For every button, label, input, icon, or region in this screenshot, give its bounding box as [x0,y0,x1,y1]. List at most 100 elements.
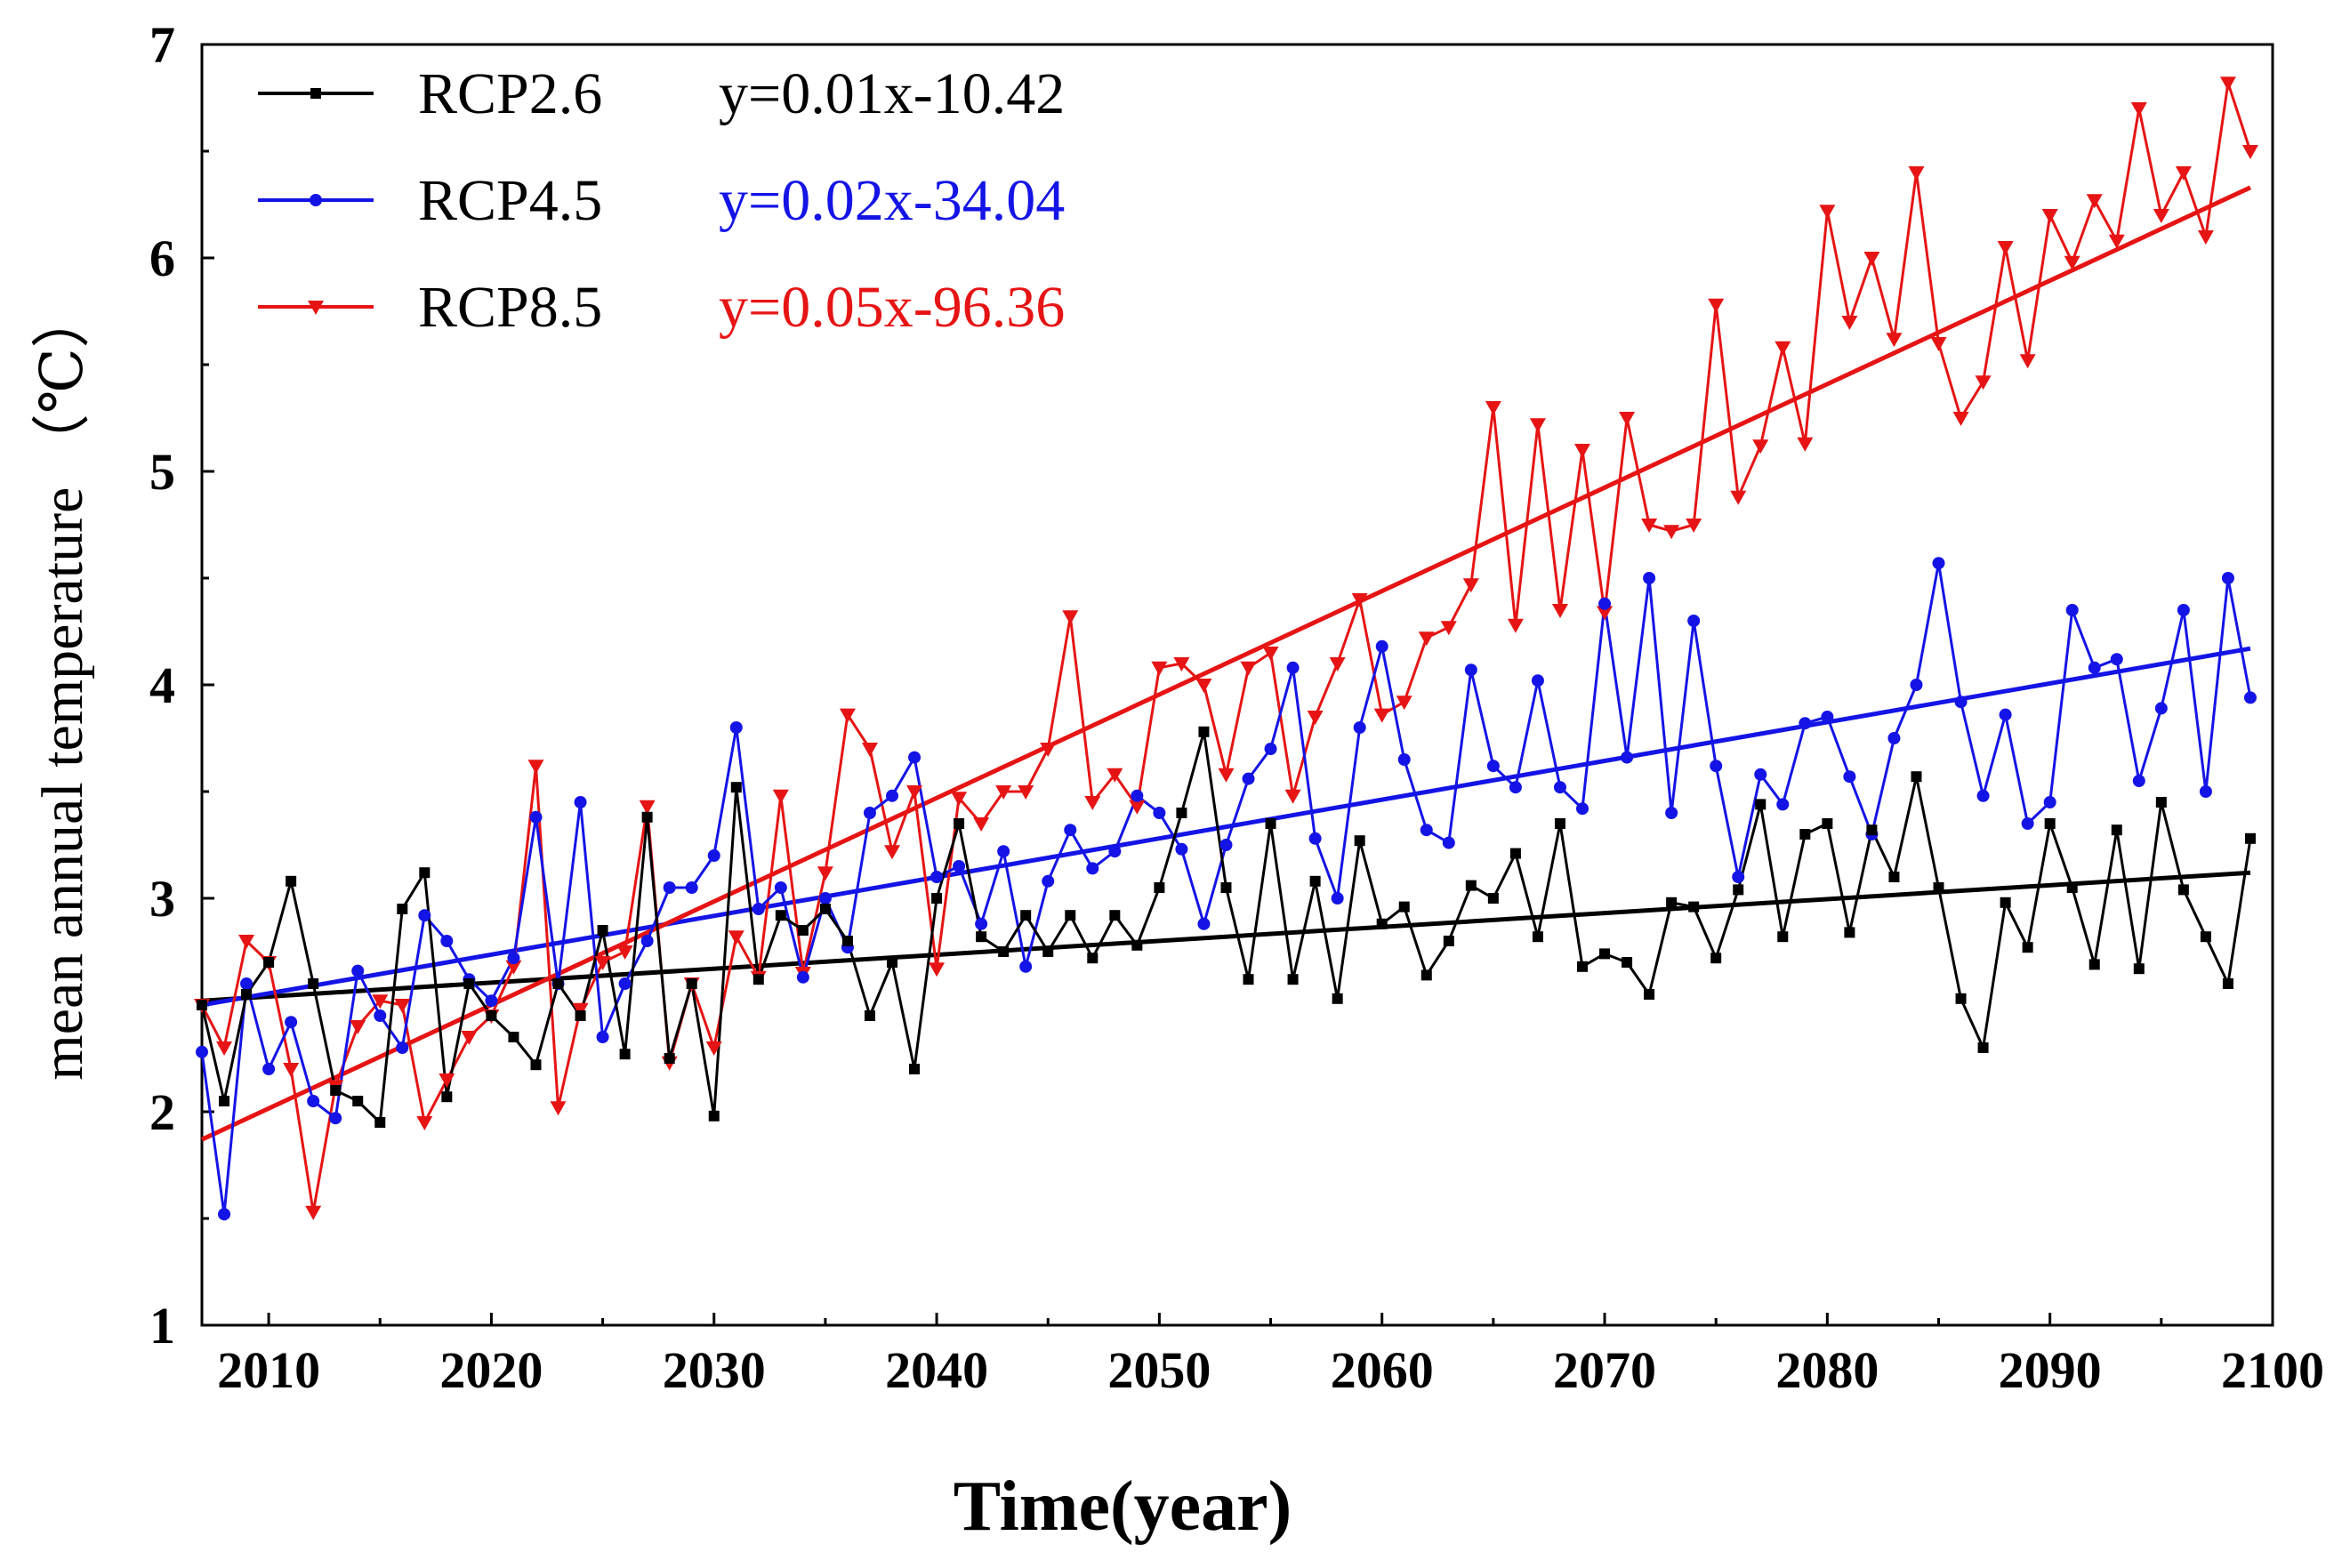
data-point-rcp26 [1131,939,1143,951]
data-point-rcp85 [1997,241,2014,255]
data-point-rcp26 [308,978,319,989]
x-axis: 2010 2020 2030 2040 2050 2060 2070 2080 2090 2100 [217,1313,2324,1399]
data-point-rcp26 [2066,882,2078,893]
data-point-rcp85 [2197,230,2214,245]
data-point-rcp85 [2108,234,2125,249]
data-point-rcp26 [374,1117,386,1128]
data-point-rcp26 [1420,969,1432,981]
data-point-rcp45 [1108,845,1122,858]
data-point-rcp85 [2086,194,2103,209]
data-point-rcp26 [463,978,475,989]
data-point-rcp26 [1688,901,1700,913]
data-point-rcp26 [1888,872,1900,882]
data-point-rcp85 [1574,444,1590,458]
series-line-rcp85 [200,81,2252,1214]
data-point-rcp45 [1286,661,1300,674]
data-point-rcp45 [1976,789,1990,802]
data-point-rcp26 [1733,884,1744,896]
data-point-rcp45 [1576,802,1589,816]
data-point-rcp85 [1173,657,1190,671]
data-point-rcp45 [1131,789,1144,802]
data-point-rcp45 [1509,781,1522,794]
data-point-rcp26 [1977,1042,1989,1053]
data-point-rcp26 [2111,824,2122,836]
data-point-rcp85 [1084,796,1101,810]
data-point-rcp26 [2088,959,2100,970]
data-point-rcp45 [685,881,698,894]
data-point-rcp45 [1397,753,1411,766]
data-point-rcp85 [372,994,389,1009]
data-point-rcp45 [1442,836,1455,849]
data-point-rcp45 [196,1045,208,1058]
y-tick-label: 6 [149,229,175,287]
y-axis: 1 2 3 4 5 6 7 [149,16,214,1355]
data-point-rcp85 [283,1063,300,1077]
data-point-rcp45 [1464,663,1477,677]
trend-line-rcp85 [200,185,2252,1142]
data-point-rcp85 [1129,800,1146,815]
x-tick-label: 2090 [1999,1341,2102,1399]
data-point-rcp85 [929,962,946,977]
data-point-rcp26 [797,925,809,936]
data-point-rcp45 [1754,768,1767,781]
data-point-rcp85 [817,866,833,881]
data-point-rcp45 [440,935,454,947]
data-point-rcp85 [1218,768,1235,783]
data-point-rcp45 [2199,785,2212,798]
x-tick-label: 2010 [217,1341,320,1399]
data-point-rcp45 [418,909,431,922]
y-tick-label: 2 [149,1083,175,1141]
data-point-rcp45 [1821,711,1834,723]
data-point-rcp45 [1799,717,1812,730]
data-point-rcp85 [305,1205,322,1220]
legend-equation-rcp45: y=0.02x-34.04 [719,168,1065,233]
trend-lines [200,185,2252,1142]
data-point-rcp85 [1107,768,1123,783]
data-point-rcp85 [1040,743,1057,757]
data-point-rcp45 [507,952,520,965]
data-point-rcp26 [419,867,431,879]
data-point-rcp85 [1686,519,1702,533]
data-point-rcp85 [1597,606,1614,621]
x-tick-label: 2030 [663,1341,766,1399]
data-point-rcp45 [2065,604,2079,616]
data-point-rcp45 [285,1016,298,1029]
data-point-rcp45 [2243,691,2257,704]
data-point-rcp26 [352,1096,364,1106]
data-point-rcp85 [527,760,544,775]
data-point-rcp45 [640,935,654,947]
data-point-rcp85 [1619,412,1636,426]
data-point-rcp26 [2155,797,2167,808]
series-lines [200,81,2252,1216]
data-point-rcp85 [1529,418,1546,433]
data-point-rcp45 [1553,781,1566,794]
data-point-rcp45 [1042,874,1055,888]
data-point-rcp45 [1910,679,1923,691]
data-point-rcp26 [552,978,564,989]
data-point-rcp26 [1844,927,1855,938]
data-point-rcp85 [973,817,990,832]
data-point-rcp85 [995,785,1012,800]
data-point-rcp45 [1776,798,1790,811]
legend-label-rcp26: RCP2.6 [418,61,602,126]
data-point-rcp45 [2088,661,2101,674]
data-point-rcp85 [2241,145,2258,159]
x-tick-label: 2040 [885,1341,988,1399]
data-point-rcp45 [596,1031,609,1043]
data-point-rcp26 [2200,931,2211,943]
data-point-rcp26 [1866,824,1878,836]
data-point-rcp26 [1020,910,1032,921]
data-point-rcp45 [374,1009,387,1022]
data-point-rcp85 [439,1073,455,1088]
data-point-rcp45 [1242,772,1255,785]
data-point-rcp26 [1265,818,1276,829]
data-point-rcp45 [529,810,543,824]
data-point-rcp85 [1841,316,1858,330]
data-point-rcp85 [1262,647,1279,661]
data-point-rcp45 [2221,572,2234,584]
data-point-rcp45 [618,977,632,990]
data-point-rcp45 [2177,604,2190,616]
data-point-rcp85 [1952,412,1969,426]
data-point-rcp26 [1065,910,1076,921]
data-point-rcp45 [729,721,743,734]
